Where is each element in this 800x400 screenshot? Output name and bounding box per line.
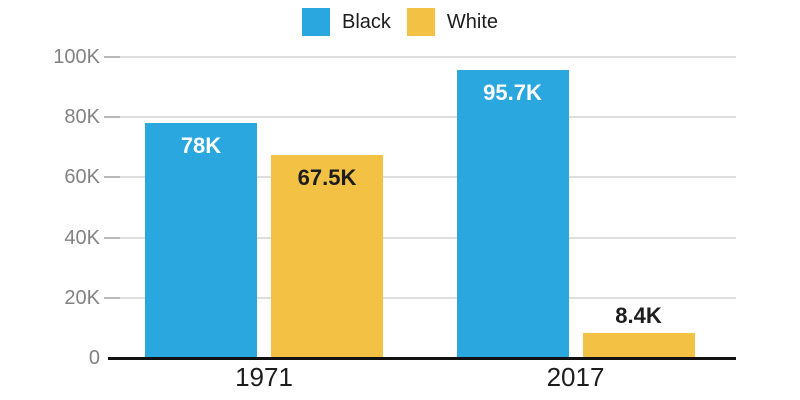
- y-tick-100K: [104, 56, 120, 58]
- gridline-40K: [108, 236, 736, 239]
- y-tick-60K: [104, 176, 120, 179]
- y-tick-40K: [104, 236, 120, 239]
- bar-value-label: 95.7K: [483, 79, 542, 105]
- bar-white-1971: [271, 154, 383, 358]
- y-tick-20K: [104, 296, 120, 299]
- legend-label: Black: [341, 10, 391, 33]
- y-axis-label: 60K: [64, 166, 100, 189]
- legend-item-black[interactable]: Black: [301, 8, 391, 36]
- gridline-80K: [108, 116, 736, 119]
- bar-value-label: 78K: [180, 133, 222, 159]
- y-axis-label: 80K: [64, 106, 100, 129]
- y-tick-80K: [104, 116, 120, 119]
- legend-item-white[interactable]: White: [406, 8, 499, 36]
- bar-black-2017: [456, 69, 569, 358]
- legend-swatch-black: [301, 8, 330, 36]
- legend-label: White: [446, 10, 499, 33]
- bar-white-2017: [582, 332, 695, 358]
- chart-legend: Black White: [0, 8, 800, 36]
- x-axis-label-1971: 1971: [235, 362, 293, 392]
- y-axis-label: 0: [88, 347, 100, 369]
- gridline-60K: [108, 176, 736, 179]
- gridline-100K: [108, 56, 736, 58]
- gridline-20K: [108, 296, 736, 299]
- y-axis-label: 100K: [53, 46, 100, 68]
- legend-swatch-white: [406, 8, 435, 36]
- x-axis-label-2017: 2017: [546, 362, 605, 392]
- bar-value-label: 67.5K: [297, 164, 357, 190]
- bar-value-label: 8.4K: [615, 302, 662, 328]
- y-axis-label: 20K: [64, 286, 100, 309]
- x-axis-line: [108, 357, 736, 360]
- y-axis-label: 40K: [64, 226, 100, 249]
- bar-black-1971: [145, 123, 257, 358]
